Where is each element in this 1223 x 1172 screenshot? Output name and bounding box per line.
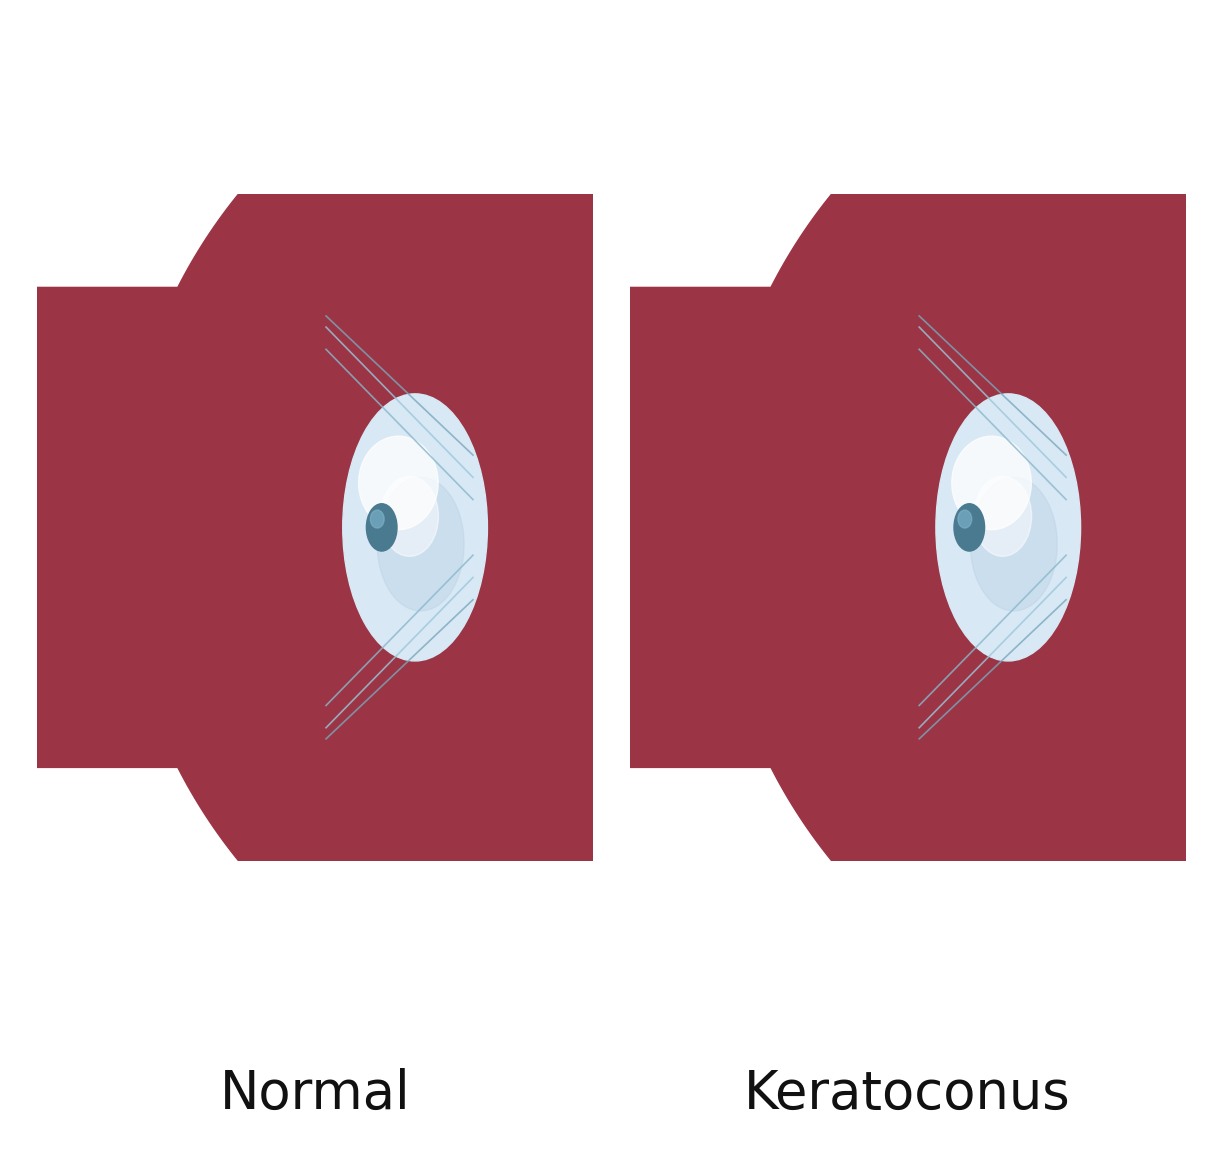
Polygon shape	[835, 185, 1055, 870]
Polygon shape	[851, 131, 1106, 924]
Ellipse shape	[974, 476, 1032, 557]
Ellipse shape	[377, 477, 464, 611]
Ellipse shape	[367, 504, 397, 551]
Ellipse shape	[358, 436, 438, 530]
Polygon shape	[37, 193, 593, 861]
Ellipse shape	[342, 394, 488, 661]
Polygon shape	[939, 176, 1132, 465]
Polygon shape	[37, 0, 1178, 1056]
Polygon shape	[980, 421, 1010, 634]
Ellipse shape	[380, 476, 439, 557]
Polygon shape	[856, 91, 1139, 963]
Polygon shape	[910, 369, 1014, 686]
Ellipse shape	[970, 477, 1057, 611]
Polygon shape	[1015, 319, 1082, 736]
Ellipse shape	[936, 394, 1081, 661]
Ellipse shape	[954, 504, 985, 551]
Polygon shape	[948, 346, 1014, 709]
Polygon shape	[893, 260, 1021, 795]
Text: Normal: Normal	[220, 1068, 411, 1119]
Text: Keratoconus: Keratoconus	[744, 1068, 1071, 1119]
Ellipse shape	[371, 510, 384, 529]
Polygon shape	[851, 234, 1015, 422]
Polygon shape	[630, 193, 1186, 861]
Polygon shape	[912, 240, 1049, 815]
Polygon shape	[939, 590, 1132, 879]
Polygon shape	[885, 261, 1008, 402]
Ellipse shape	[958, 510, 972, 529]
Ellipse shape	[951, 436, 1031, 530]
Polygon shape	[851, 633, 1015, 820]
Polygon shape	[1005, 325, 1071, 730]
Polygon shape	[885, 653, 1008, 793]
Polygon shape	[630, 0, 1223, 1056]
Polygon shape	[1025, 314, 1093, 741]
